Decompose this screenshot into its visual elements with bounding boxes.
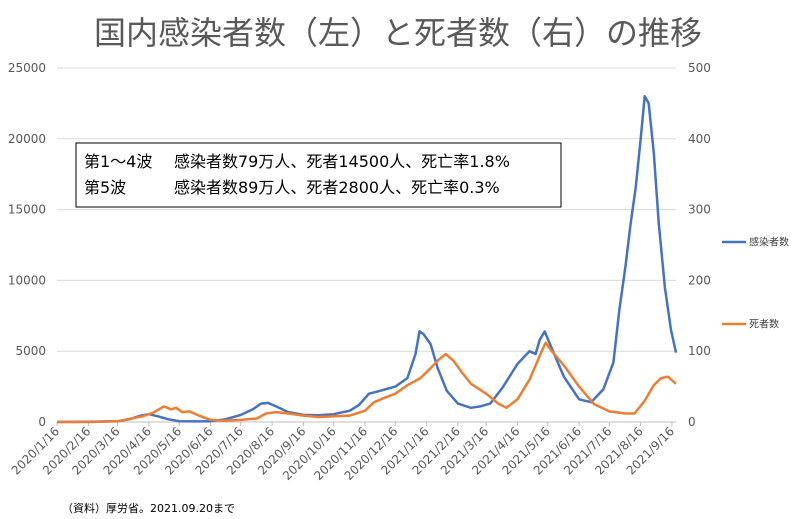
annotation-box: 第1～4波 感染者数79万人、死者14500人、死亡率1.8% 第5波 感染者数89万… <box>75 142 562 208</box>
annotation-label: 第1～4波 <box>84 152 152 171</box>
grid-lines <box>57 67 676 423</box>
annotation-label: 第5波 <box>84 178 126 197</box>
x-axis: 2020/1/162020/2/162020/3/162020/4/162020… <box>9 422 677 483</box>
y-right-tick-label: 500 <box>688 61 711 75</box>
y-right-tick-label: 300 <box>688 203 711 217</box>
series-line-deaths <box>57 341 677 424</box>
annotation-frame <box>75 142 562 208</box>
y-left-tick-label: 15000 <box>8 203 46 217</box>
y-right-tick-label: 200 <box>688 273 711 287</box>
series-line-cases <box>56 95 678 424</box>
y-left-tick-label: 5000 <box>15 344 46 358</box>
chart-title: 国内感染者数（左）と死者数（右）の推移 <box>94 14 702 52</box>
y-left-tick-label: 25000 <box>8 61 46 75</box>
annotation-text: 感染者数89万人、死者2800人、死亡率0.3% <box>174 178 500 197</box>
y-left-tick-label: 0 <box>38 415 46 429</box>
source-note: （資料）厚労省。2021.09.20まで <box>62 501 235 515</box>
y-right-tick-label: 0 <box>688 415 696 429</box>
y-axis-right: 0 100 200 300 400 500 <box>688 61 711 429</box>
legend-label: 死者数 <box>749 318 779 331</box>
series-lines <box>56 95 678 424</box>
y-right-tick-label: 400 <box>688 132 711 146</box>
y-left-tick-label: 20000 <box>8 132 46 146</box>
y-axis-left: 0 5000 10000 15000 20000 25000 <box>8 61 46 429</box>
y-left-tick-label: 10000 <box>8 273 46 287</box>
y-right-tick-label: 100 <box>688 344 711 358</box>
annotation-text: 感染者数79万人、死者14500人、死亡率1.8% <box>174 152 510 171</box>
legend-label: 感染者数 <box>749 236 789 249</box>
